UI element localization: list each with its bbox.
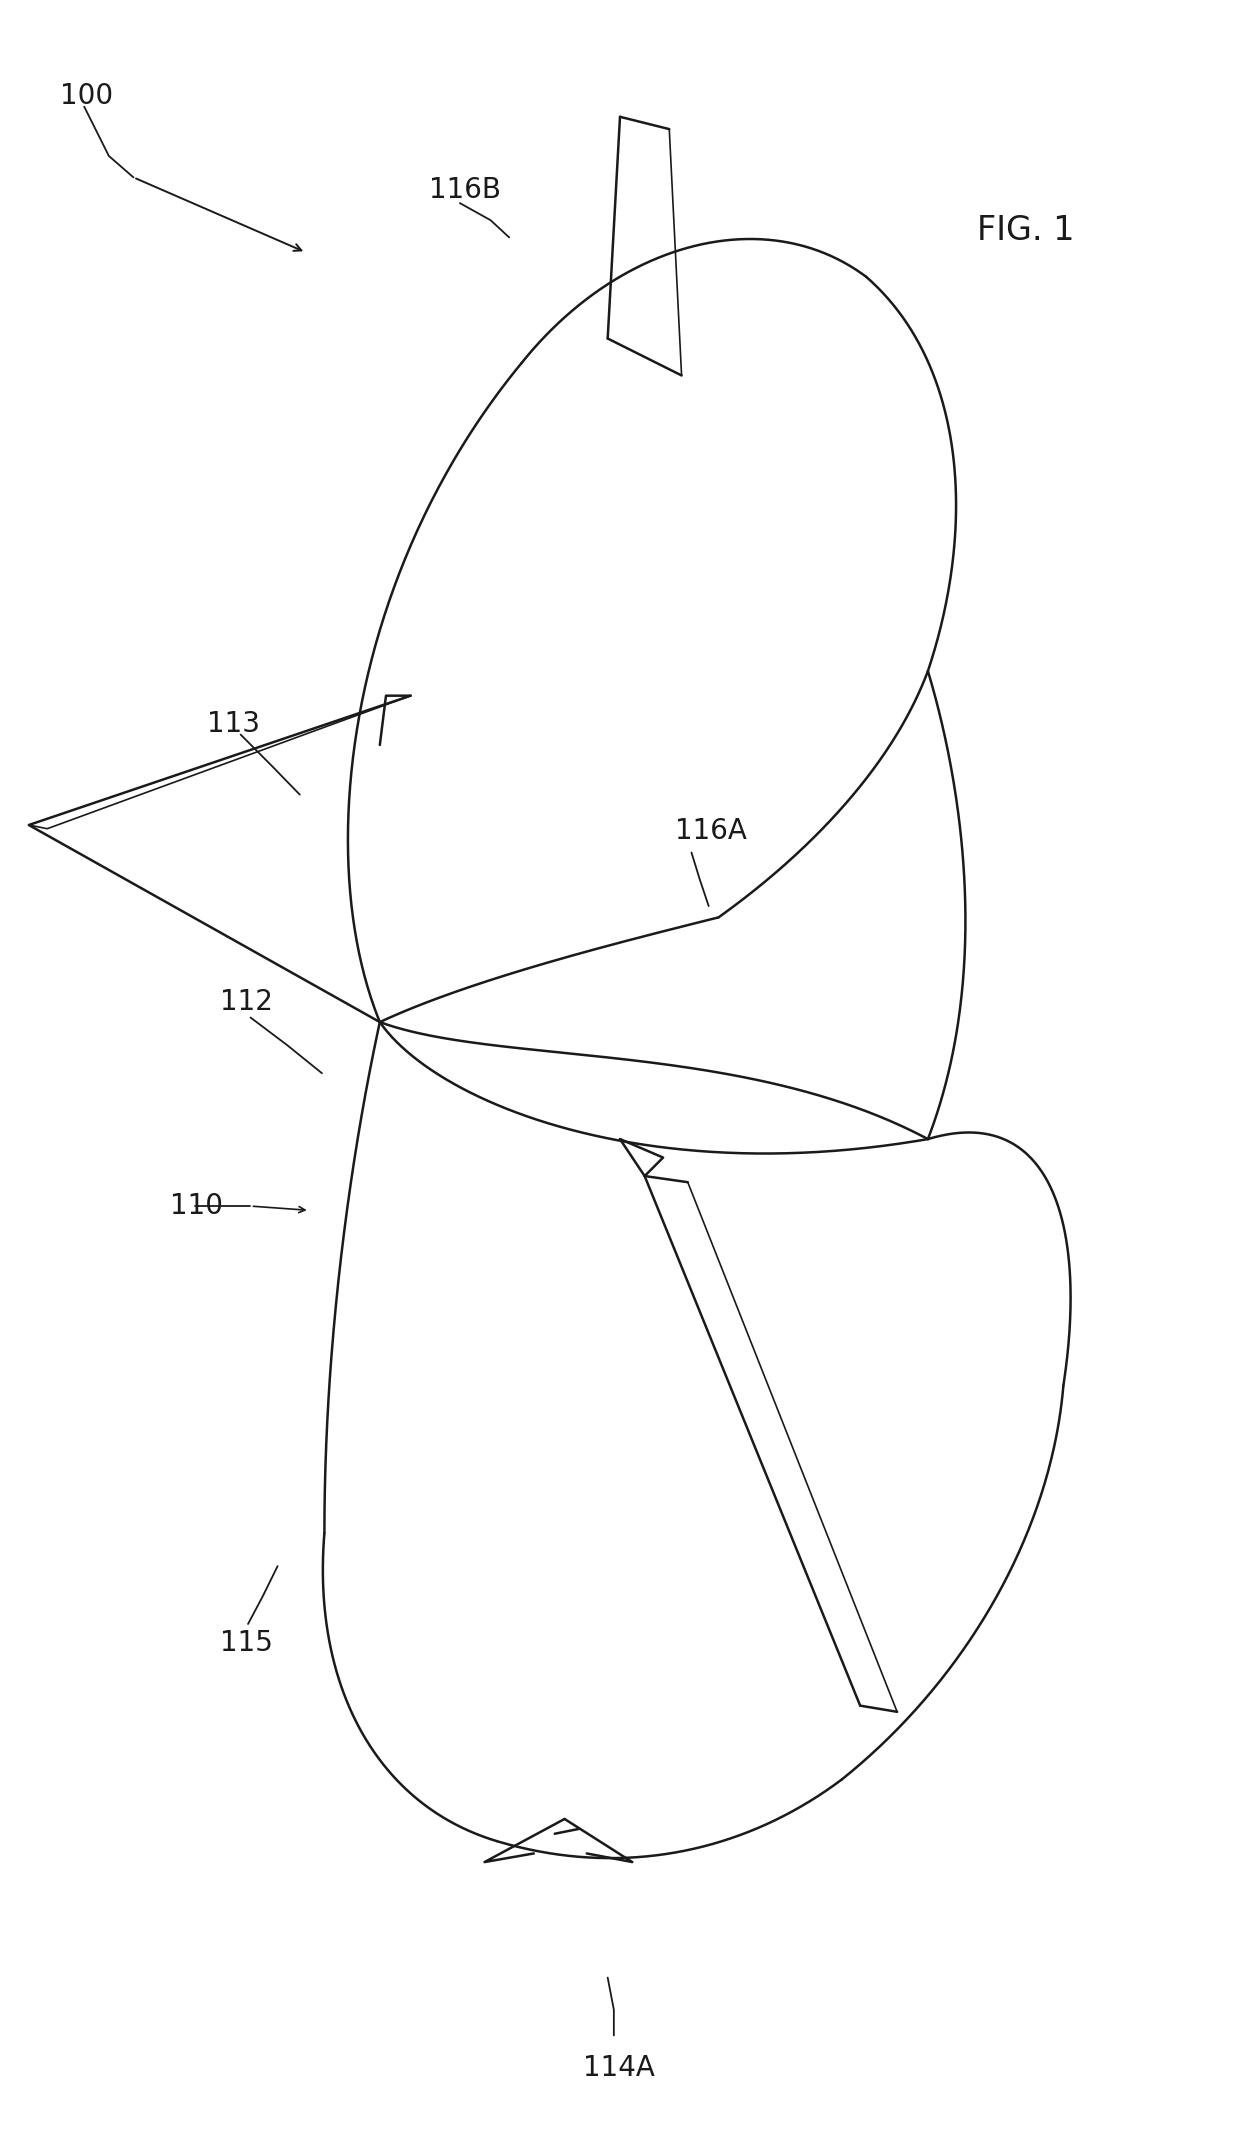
- Text: 110: 110: [170, 1192, 223, 1220]
- Text: 114A: 114A: [583, 2054, 655, 2082]
- Text: 115: 115: [219, 1629, 273, 1657]
- Text: 116B: 116B: [429, 177, 501, 205]
- Text: 116A: 116A: [676, 817, 748, 845]
- Text: 100: 100: [60, 82, 113, 110]
- Text: FIG. 1: FIG. 1: [977, 216, 1075, 248]
- Text: 113: 113: [207, 709, 260, 737]
- Text: 112: 112: [219, 989, 273, 1017]
